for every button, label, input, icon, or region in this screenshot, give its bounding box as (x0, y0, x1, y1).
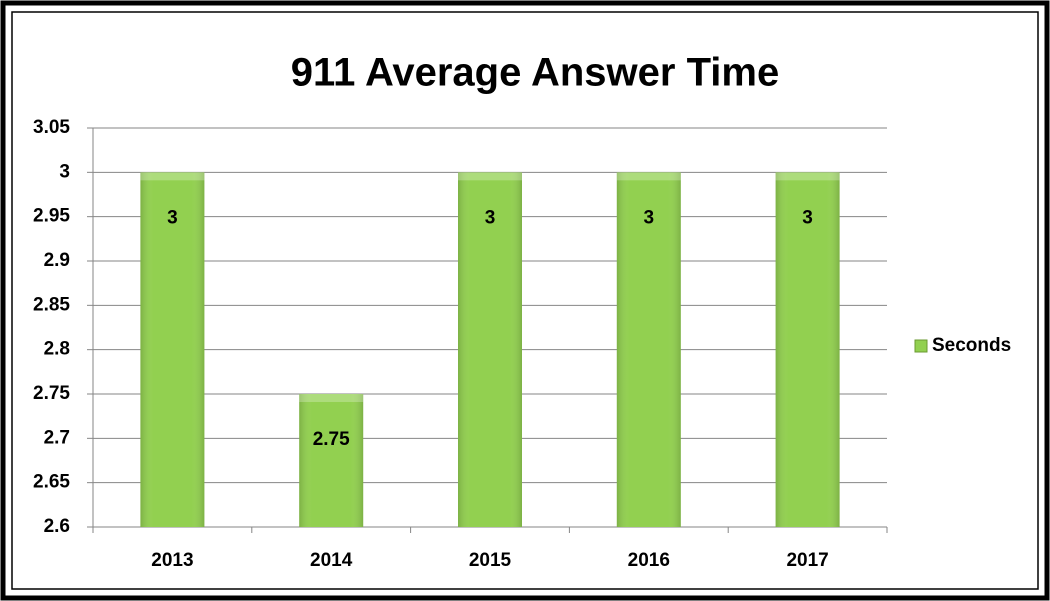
y-tick-label: 2.7 (44, 427, 70, 448)
bar-shade (140, 172, 205, 528)
bar-bevel (299, 394, 364, 402)
legend-label: Seconds (932, 335, 1011, 356)
y-tick-label: 2.65 (33, 472, 70, 493)
x-tick-label: 2015 (469, 550, 512, 571)
data-label: 3 (644, 207, 655, 228)
y-tick-label: 3.05 (33, 117, 70, 138)
bar-shade (616, 172, 681, 528)
data-label: 3 (167, 207, 178, 228)
x-tick-label: 2013 (151, 550, 193, 571)
bar-shade (458, 172, 522, 528)
y-tick-label: 2.95 (33, 206, 70, 227)
bar-shade (299, 394, 364, 527)
chart-title: 911 Average Answer Time (291, 51, 779, 95)
legend-swatch (914, 339, 928, 353)
y-tick-label: 2.8 (44, 339, 70, 360)
x-tick-label: 2016 (628, 550, 670, 571)
bar-bevel (616, 172, 681, 181)
inner-frame (11, 11, 1039, 590)
bar-bevel (458, 172, 522, 181)
bar-bevel (775, 172, 840, 181)
y-tick-label: 2.6 (44, 516, 70, 537)
data-label: 3 (485, 207, 496, 228)
y-tick-label: 2.9 (44, 250, 70, 271)
data-label: 3 (802, 207, 813, 228)
x-tick-label: 2014 (310, 550, 353, 571)
bar-bevel (140, 172, 205, 181)
y-tick-label: 3 (59, 161, 70, 182)
bar-shade (775, 172, 840, 528)
y-tick-label: 2.75 (33, 383, 70, 404)
y-tick-label: 2.85 (33, 294, 70, 315)
x-tick-label: 2017 (786, 550, 828, 571)
data-label: 2.75 (313, 429, 350, 450)
